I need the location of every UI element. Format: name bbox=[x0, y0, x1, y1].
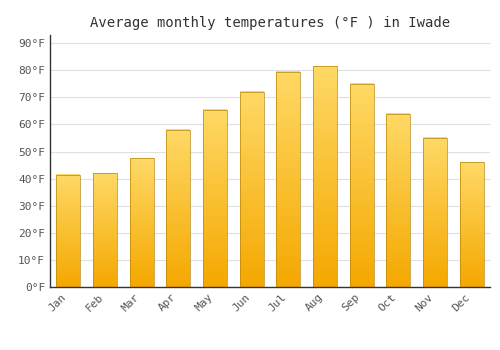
Title: Average monthly temperatures (°F ) in Iwade: Average monthly temperatures (°F ) in Iw… bbox=[90, 16, 450, 30]
Bar bbox=[313, 66, 337, 287]
Bar bbox=[56, 175, 80, 287]
Bar bbox=[460, 162, 483, 287]
Bar bbox=[350, 84, 374, 287]
Bar bbox=[93, 173, 117, 287]
Bar bbox=[423, 138, 447, 287]
Bar bbox=[386, 114, 410, 287]
Bar bbox=[130, 158, 154, 287]
Bar bbox=[166, 130, 190, 287]
Bar bbox=[240, 92, 264, 287]
Bar bbox=[276, 72, 300, 287]
Bar bbox=[203, 110, 227, 287]
